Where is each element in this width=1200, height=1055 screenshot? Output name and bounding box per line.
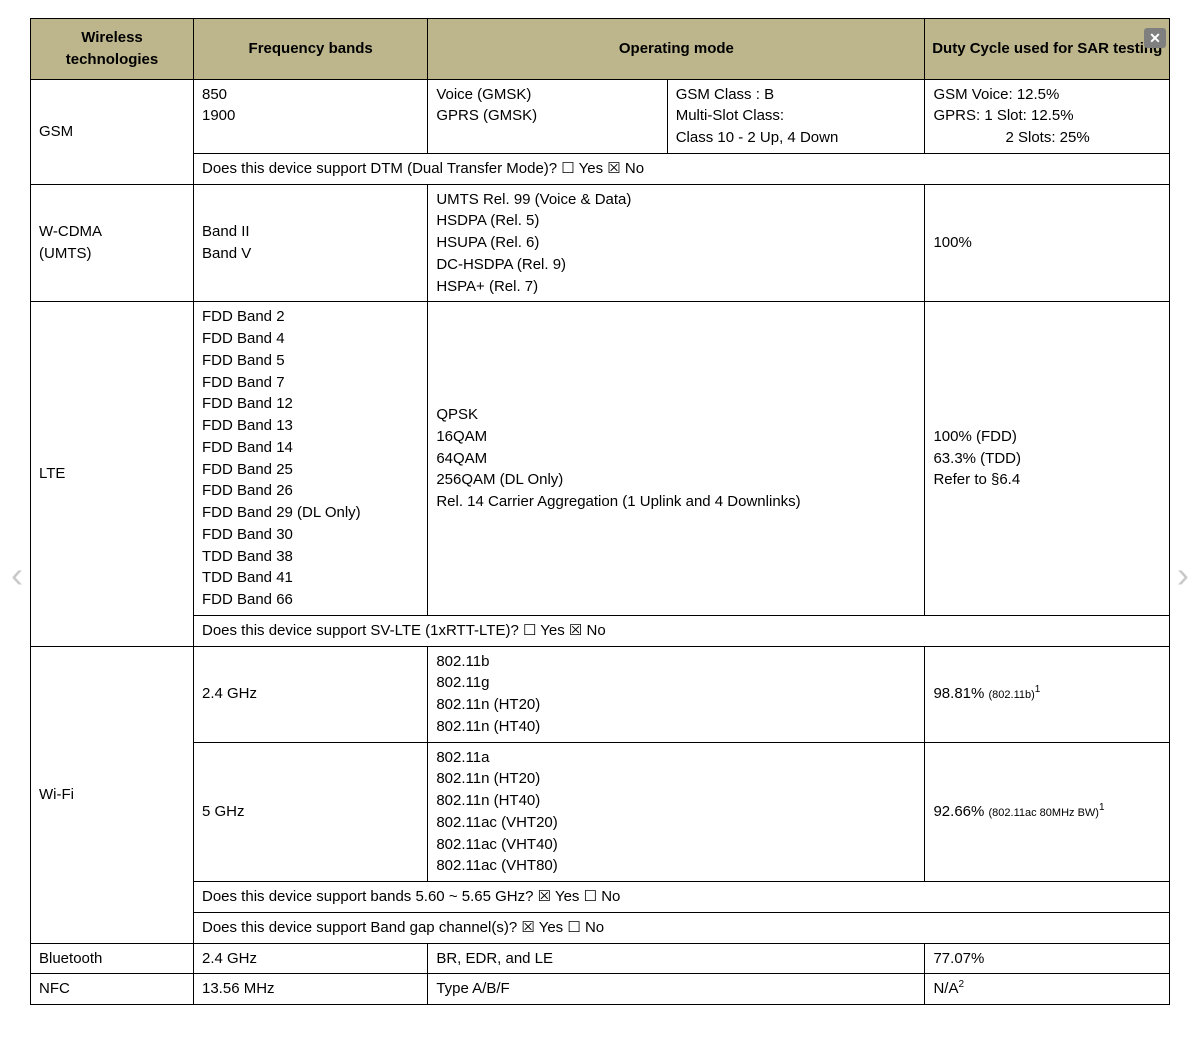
wifi-5-freq: 5 GHz: [194, 742, 428, 882]
gsm-duty-l3: 2 Slots: 25%: [933, 127, 1089, 149]
gsm-duty: GSM Voice: 12.5% GPRS: 1 Slot: 12.5% 2 S…: [925, 79, 1170, 153]
sar-table: Wireless technologies Frequency bands Op…: [30, 18, 1170, 1005]
gsm-tech: GSM: [31, 79, 194, 184]
wifi-5-duty-note: (802.11ac 80MHz BW): [989, 807, 1099, 819]
wifi-24-mode: 802.11b802.11g802.11n (HT20)802.11n (HT4…: [428, 646, 925, 742]
wcdma-row: W-CDMA(UMTS) Band IIBand V UMTS Rel. 99 …: [31, 184, 1170, 302]
bt-row: Bluetooth 2.4 GHz BR, EDR, and LE 77.07%: [31, 943, 1170, 974]
gsm-mode-b: GSM Class : BMulti-Slot Class:Class 10 -…: [667, 79, 925, 153]
nfc-freq: 13.56 MHz: [194, 974, 428, 1005]
wifi-24-duty-note: (802.11b): [989, 689, 1035, 701]
lte-svlte: Does this device support SV-LTE (1xRTT-L…: [194, 615, 1170, 646]
header-freq: Frequency bands: [194, 19, 428, 80]
gsm-freq: 8501900: [194, 79, 428, 153]
wifi-q1: Does this device support bands 5.60 ~ 5.…: [194, 882, 1170, 913]
header-mode: Operating mode: [428, 19, 925, 80]
prev-arrow-icon[interactable]: ‹: [4, 555, 30, 595]
bt-mode: BR, EDR, and LE: [428, 943, 925, 974]
gsm-mode-a: Voice (GMSK)GPRS (GMSK): [428, 79, 667, 153]
gsm-row: GSM 8501900 Voice (GMSK)GPRS (GMSK) GSM …: [31, 79, 1170, 153]
next-arrow-icon[interactable]: ›: [1170, 555, 1196, 595]
wifi-q1-row: Does this device support bands 5.60 ~ 5.…: [31, 882, 1170, 913]
wifi-5-sup: 1: [1099, 802, 1105, 813]
header-duty: Duty Cycle used for SAR testing: [925, 19, 1170, 80]
nfc-row: NFC 13.56 MHz Type A/B/F N/A2: [31, 974, 1170, 1005]
gsm-dtm-row: Does this device support DTM (Dual Trans…: [31, 153, 1170, 184]
wifi-tech: Wi-Fi: [31, 646, 194, 943]
nfc-tech: NFC: [31, 974, 194, 1005]
bt-duty: 77.07%: [925, 943, 1170, 974]
lte-row: LTE FDD Band 2FDD Band 4FDD Band 5FDD Ba…: [31, 302, 1170, 616]
gsm-duty-l2: GPRS: 1 Slot: 12.5%: [933, 107, 1073, 124]
sar-table-container: Wireless technologies Frequency bands Op…: [0, 0, 1200, 1023]
wifi-5-duty-main: 92.66%: [933, 803, 988, 820]
wifi-24-freq: 2.4 GHz: [194, 646, 428, 742]
nfc-duty: N/A2: [925, 974, 1170, 1005]
gsm-duty-l1: GSM Voice: 12.5%: [933, 86, 1059, 103]
wifi-24-sup: 1: [1035, 684, 1041, 695]
nfc-mode: Type A/B/F: [428, 974, 925, 1005]
wifi-24-duty: 98.81% (802.11b)1: [925, 646, 1170, 742]
bt-tech: Bluetooth: [31, 943, 194, 974]
nfc-sup: 2: [958, 979, 964, 990]
lte-duty: 100% (FDD)63.3% (TDD)Refer to §6.4: [925, 302, 1170, 616]
wifi-5-mode: 802.11a802.11n (HT20)802.11n (HT40)802.1…: [428, 742, 925, 882]
lte-svlte-row: Does this device support SV-LTE (1xRTT-L…: [31, 615, 1170, 646]
wifi-q2: Does this device support Band gap channe…: [194, 912, 1170, 943]
lte-tech: LTE: [31, 302, 194, 646]
wifi-5-row: 5 GHz 802.11a802.11n (HT20)802.11n (HT40…: [31, 742, 1170, 882]
wifi-5-duty: 92.66% (802.11ac 80MHz BW)1: [925, 742, 1170, 882]
wcdma-mode: UMTS Rel. 99 (Voice & Data)HSDPA (Rel. 5…: [428, 184, 925, 302]
wcdma-tech: W-CDMA(UMTS): [31, 184, 194, 302]
header-tech: Wireless technologies: [31, 19, 194, 80]
bt-freq: 2.4 GHz: [194, 943, 428, 974]
nfc-duty-text: N/A: [933, 980, 958, 997]
wifi-24-duty-main: 98.81%: [933, 685, 988, 702]
gsm-dtm: Does this device support DTM (Dual Trans…: [194, 153, 1170, 184]
lte-mode: QPSK16QAM64QAM256QAM (DL Only)Rel. 14 Ca…: [428, 302, 925, 616]
close-icon[interactable]: ✕: [1144, 28, 1166, 48]
header-row: Wireless technologies Frequency bands Op…: [31, 19, 1170, 80]
wcdma-freq: Band IIBand V: [194, 184, 428, 302]
lte-freq: FDD Band 2FDD Band 4FDD Band 5FDD Band 7…: [194, 302, 428, 616]
wcdma-duty: 100%: [925, 184, 1170, 302]
wifi-q2-row: Does this device support Band gap channe…: [31, 912, 1170, 943]
wifi-24-row: Wi-Fi 2.4 GHz 802.11b802.11g802.11n (HT2…: [31, 646, 1170, 742]
